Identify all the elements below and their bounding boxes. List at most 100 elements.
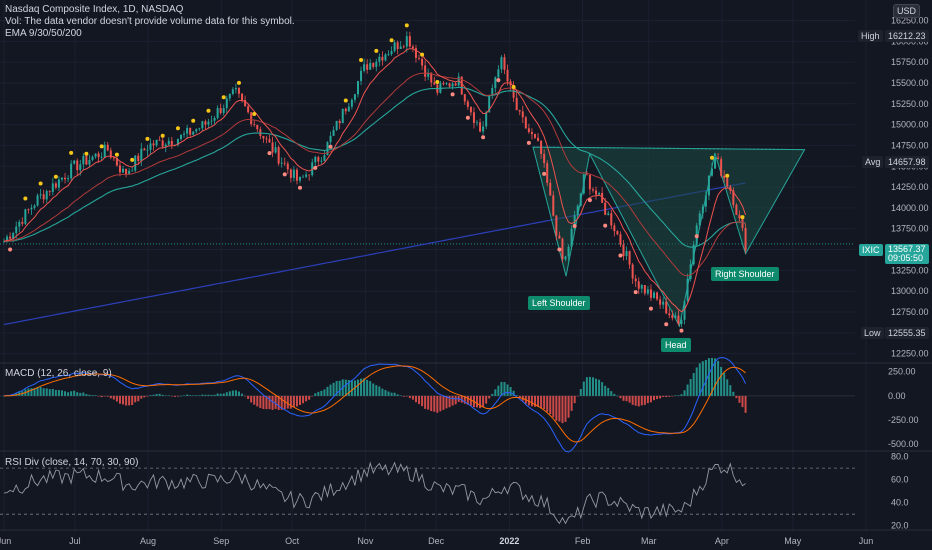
macd-hist-132 — [405, 395, 408, 397]
candle-body-42 — [131, 170, 134, 172]
macd-hist-148 — [454, 395, 457, 405]
macd-hist-18 — [57, 390, 60, 396]
macd-hist-128 — [393, 392, 396, 396]
candle-body-196 — [601, 192, 604, 203]
candle-body-6 — [21, 221, 24, 224]
candle-body-231 — [707, 175, 710, 196]
candle-body-79 — [244, 100, 247, 107]
macd-hist-206 — [631, 395, 634, 405]
signal-dot-142 — [435, 79, 440, 84]
macd-hist-226 — [692, 373, 695, 396]
candle-body-159 — [488, 95, 491, 113]
macd-hist-8 — [27, 388, 30, 396]
macd-hist-54 — [167, 395, 170, 396]
macd-hist-164 — [503, 382, 506, 396]
macd-hist-173 — [530, 395, 533, 407]
macd-hist-71 — [219, 393, 222, 396]
candle-body-96 — [295, 169, 298, 181]
macd-hist-136 — [418, 395, 421, 405]
date-tick-5: Nov — [357, 536, 374, 546]
macd-hist-190 — [582, 381, 585, 396]
macd-hist-145 — [445, 395, 448, 409]
macd-hist-98 — [302, 395, 305, 404]
macd-hist-116 — [356, 379, 359, 396]
candle-body-137 — [421, 58, 424, 66]
signal-dot-237 — [725, 173, 730, 178]
macd-hist-213 — [653, 395, 656, 401]
candle-body-241 — [738, 214, 741, 219]
macd-hist-121 — [372, 383, 375, 396]
ema-lines — [3, 48, 747, 313]
macd-hist-151 — [463, 395, 466, 404]
macd-hist-240 — [735, 395, 738, 399]
macd-hist-223 — [683, 390, 686, 396]
candle-body-206 — [631, 264, 634, 279]
macd-hist-217 — [665, 395, 668, 398]
candle-body-90 — [277, 147, 280, 164]
macd-hist-158 — [485, 395, 488, 404]
candle-body-126 — [387, 54, 390, 55]
macd-hist-28 — [88, 394, 91, 396]
candle-body-210 — [643, 285, 646, 294]
macd-hist-47 — [146, 395, 149, 397]
macd-hist-106 — [326, 386, 329, 396]
macd-hist-59 — [183, 395, 186, 396]
macd-hist-194 — [595, 378, 598, 396]
candle-body-49 — [152, 143, 155, 146]
price-tick-13: 15500.00 — [891, 78, 929, 88]
macd-hist-137 — [421, 395, 424, 407]
macd-hist-227 — [695, 367, 698, 396]
macd-hist-46 — [143, 395, 146, 398]
signal-dot-97 — [298, 185, 303, 190]
candle-body-95 — [292, 169, 295, 178]
candle-body-119 — [366, 64, 369, 70]
macd-hist-214 — [656, 395, 659, 400]
currency-button[interactable]: USD — [892, 4, 920, 18]
macd-hist-135 — [414, 395, 417, 403]
signal-dot-217 — [664, 322, 669, 327]
candle-body-234 — [717, 157, 720, 160]
candle-body-153 — [469, 106, 472, 113]
macd-hist-15 — [48, 389, 51, 396]
candle-body-131 — [402, 46, 405, 48]
macd-hist-129 — [396, 394, 399, 396]
macd-hist-89 — [274, 395, 277, 409]
price-tick-12: 15250.00 — [891, 99, 929, 109]
candle-body-58 — [179, 134, 182, 140]
signal-dot-92 — [282, 172, 287, 177]
macd-hist-56 — [173, 395, 176, 397]
candle-body-208 — [637, 281, 640, 289]
high-value: 16212.23 — [885, 30, 929, 42]
macd-hist-211 — [646, 395, 649, 404]
candle-body-38 — [118, 165, 121, 173]
ema50-path — [3, 86, 746, 248]
candle-body-62 — [192, 131, 195, 135]
macd-hist-19 — [60, 390, 63, 396]
macd-pane — [0, 357, 855, 453]
macd-hist-29 — [91, 395, 94, 396]
signal-dot-187 — [572, 224, 577, 229]
candle-body-116 — [356, 81, 359, 95]
signal-dot-122 — [374, 48, 379, 53]
candle-body-190 — [582, 174, 585, 194]
candle-body-111 — [341, 108, 344, 124]
macd-hist-12 — [39, 387, 42, 396]
macd-hist-183 — [561, 395, 564, 424]
ema9-path — [3, 48, 747, 313]
candle-body-178 — [546, 163, 549, 183]
macd-hist-200 — [613, 393, 616, 396]
candle-body-0 — [3, 241, 5, 243]
signal-dots — [8, 23, 745, 333]
candle-body-225 — [689, 264, 692, 279]
date-tick-2: Aug — [140, 536, 156, 546]
candle-body-59 — [183, 133, 186, 135]
macd-hist-63 — [195, 395, 198, 396]
macd-hist-68 — [210, 394, 213, 396]
candle-body-222 — [680, 319, 683, 324]
candle-body-226 — [692, 244, 695, 265]
price-tick-7: 14000.00 — [891, 203, 929, 213]
candle-body-50 — [155, 139, 158, 146]
macd-hist-13 — [42, 388, 45, 396]
macd-hist-212 — [649, 395, 652, 403]
